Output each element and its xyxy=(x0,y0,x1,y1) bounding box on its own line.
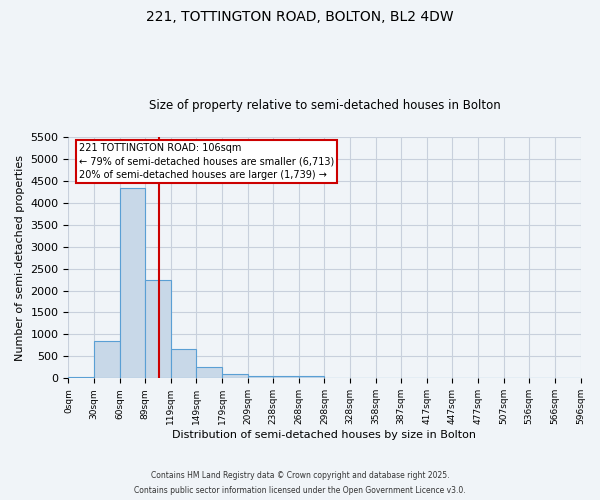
Y-axis label: Number of semi-detached properties: Number of semi-detached properties xyxy=(15,154,25,360)
Bar xyxy=(222,374,248,378)
Text: 221 TOTTINGTON ROAD: 106sqm
← 79% of semi-detached houses are smaller (6,713)
20: 221 TOTTINGTON ROAD: 106sqm ← 79% of sem… xyxy=(79,144,334,180)
Bar xyxy=(94,342,120,378)
Bar xyxy=(68,377,94,378)
Bar xyxy=(273,376,299,378)
Bar xyxy=(120,188,145,378)
Bar xyxy=(196,368,222,378)
Title: Size of property relative to semi-detached houses in Bolton: Size of property relative to semi-detach… xyxy=(149,99,500,112)
Bar xyxy=(248,376,273,378)
X-axis label: Distribution of semi-detached houses by size in Bolton: Distribution of semi-detached houses by … xyxy=(172,430,476,440)
Text: 221, TOTTINGTON ROAD, BOLTON, BL2 4DW: 221, TOTTINGTON ROAD, BOLTON, BL2 4DW xyxy=(146,10,454,24)
Text: Contains HM Land Registry data © Crown copyright and database right 2025.: Contains HM Land Registry data © Crown c… xyxy=(151,471,449,480)
Text: Contains public sector information licensed under the Open Government Licence v3: Contains public sector information licen… xyxy=(134,486,466,495)
Bar xyxy=(170,349,196,378)
Bar xyxy=(145,280,170,378)
Bar xyxy=(299,376,325,378)
